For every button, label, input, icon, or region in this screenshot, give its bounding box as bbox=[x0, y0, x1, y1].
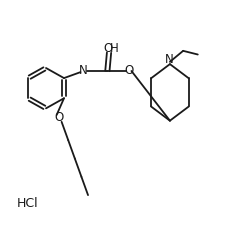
Text: H: H bbox=[109, 42, 118, 55]
Text: N: N bbox=[165, 53, 174, 65]
Text: O: O bbox=[104, 42, 113, 55]
Text: N: N bbox=[79, 64, 88, 77]
Text: O: O bbox=[54, 111, 63, 124]
Text: HCl: HCl bbox=[17, 197, 38, 210]
Text: O: O bbox=[124, 65, 133, 77]
